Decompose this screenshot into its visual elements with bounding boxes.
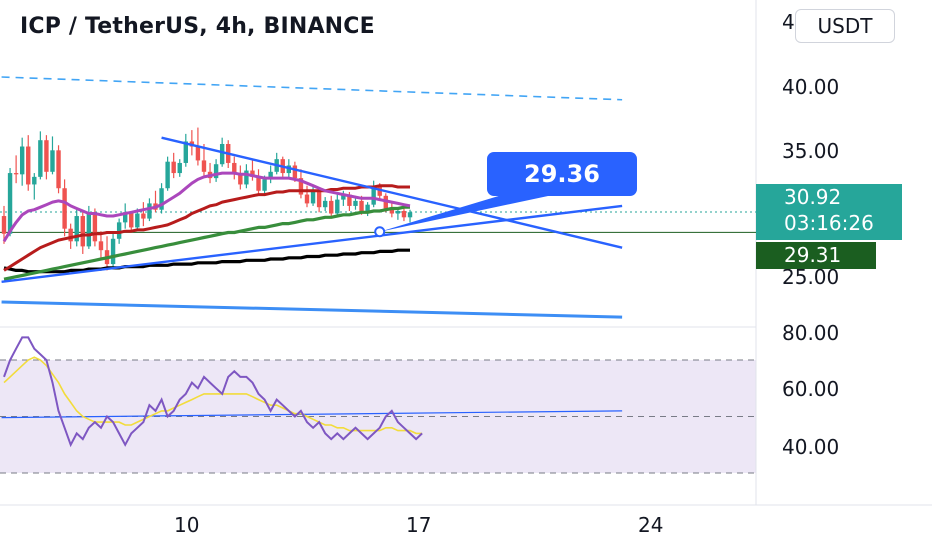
candle-body xyxy=(56,150,61,189)
candle-body xyxy=(407,212,413,218)
rsi-tick-80: 80.00 xyxy=(782,321,839,345)
candle-body xyxy=(110,238,116,265)
time-tick-10: 10 xyxy=(174,513,199,537)
price-tick-top-partial: 4 xyxy=(782,10,795,34)
ma-red-line xyxy=(3,184,410,272)
candle-body xyxy=(365,204,370,211)
candle-body xyxy=(238,174,243,185)
candle-body xyxy=(86,213,92,247)
candle-body xyxy=(98,241,104,251)
candle-body xyxy=(177,162,182,174)
candle-body xyxy=(304,194,310,204)
rsi-tick-60: 60.00 xyxy=(782,377,839,401)
candle-body xyxy=(13,173,19,175)
candle-body xyxy=(80,216,85,247)
candle-body xyxy=(171,161,176,174)
candle-body xyxy=(116,222,122,239)
candle-body xyxy=(159,188,164,210)
candle-body xyxy=(19,146,25,175)
trendline-ascending-support xyxy=(1,204,623,283)
candle-body xyxy=(244,170,249,185)
candle-body xyxy=(395,210,401,214)
candle-body xyxy=(353,200,358,206)
price-callout[interactable]: 29.36 xyxy=(487,152,637,196)
candle-body xyxy=(298,178,304,195)
rsi-trendline xyxy=(1,410,623,419)
candle-body xyxy=(129,212,134,228)
candle-body xyxy=(268,171,273,180)
last-price-tag: 30.92 03:16:26 xyxy=(756,184,902,240)
time-tick-17: 17 xyxy=(406,513,431,537)
candle-body xyxy=(329,200,334,214)
candle-body xyxy=(135,213,140,228)
candle-body xyxy=(347,194,352,206)
candle-body xyxy=(250,170,255,177)
candle-body xyxy=(316,190,322,208)
price-tick-35: 35.00 xyxy=(782,139,839,163)
candle-body xyxy=(141,213,146,219)
candle-body xyxy=(183,141,188,163)
candle-body xyxy=(74,216,79,242)
candle-body xyxy=(322,200,328,208)
candle-body xyxy=(26,146,31,185)
price-tick-40: 40.00 xyxy=(782,75,839,99)
trendline-descending-resistance xyxy=(161,136,623,249)
candle-body xyxy=(92,213,98,242)
currency-selector-button[interactable]: USDT xyxy=(795,9,895,43)
candle-body xyxy=(32,176,37,185)
candle-body xyxy=(62,188,67,229)
candle-body xyxy=(219,143,225,165)
candle-body xyxy=(341,194,346,200)
candle-body xyxy=(256,176,261,191)
ma-price-tag: 29.31 xyxy=(756,242,876,269)
price-tick-25: 25.00 xyxy=(782,265,839,289)
candle-body xyxy=(292,165,298,179)
candle-body xyxy=(123,212,128,223)
last-price-value: 30.92 xyxy=(784,185,842,209)
callout-pointer xyxy=(379,188,548,232)
ma-black-line xyxy=(3,248,410,274)
time-tick-24: 24 xyxy=(638,513,663,537)
candle-body xyxy=(38,140,43,177)
candle-body xyxy=(389,208,395,214)
candle-body xyxy=(213,164,219,179)
candle-body xyxy=(147,203,152,219)
candle-body xyxy=(310,190,316,204)
candle-body xyxy=(371,185,376,205)
trendline-upper-dashed xyxy=(1,76,623,101)
callout-anchor-point xyxy=(374,226,386,238)
candle-body xyxy=(232,162,237,175)
candle-body xyxy=(201,160,207,172)
candle-body xyxy=(335,199,340,214)
candle-body xyxy=(195,146,201,161)
candle-body xyxy=(359,200,364,211)
candle-body xyxy=(165,161,170,189)
bar-countdown: 03:16:26 xyxy=(784,211,874,235)
rsi-tick-40: 40.00 xyxy=(782,435,839,459)
chart-title: ICP / TetherUS, 4h, BINANCE xyxy=(20,14,375,39)
candle-body xyxy=(262,179,267,191)
trendline-lower-flat xyxy=(1,300,623,319)
candle-body xyxy=(68,228,73,242)
candle-body xyxy=(44,140,49,172)
ma-green-line xyxy=(3,205,410,281)
candle-body xyxy=(1,216,7,234)
candle-body xyxy=(401,210,407,218)
rsi-line xyxy=(3,336,423,448)
candle-body xyxy=(50,150,55,172)
ma-purple-line xyxy=(2,171,411,243)
candle-body xyxy=(7,173,13,234)
